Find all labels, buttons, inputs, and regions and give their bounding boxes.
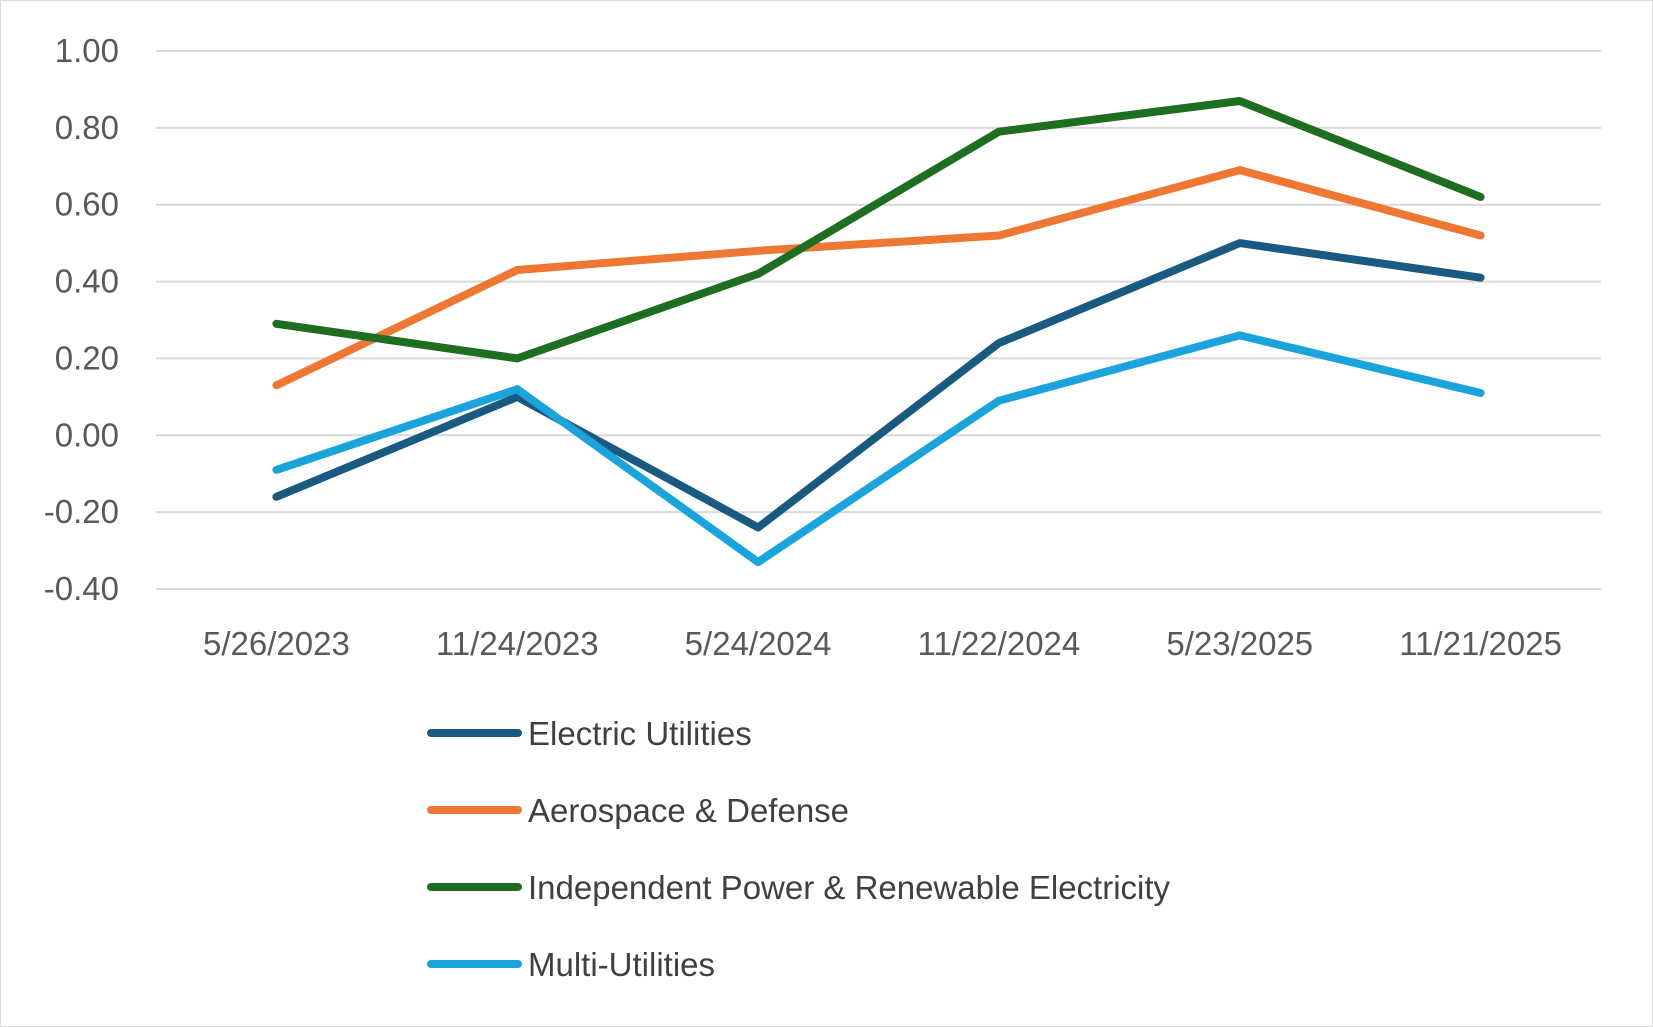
legend-item-aerospace-defense[interactable]: Aerospace & Defense <box>427 792 849 829</box>
legend: Electric Utilities Aerospace & Defense Ind… <box>427 715 1171 983</box>
legend-label: Aerospace & Defense <box>528 792 849 829</box>
y-tick-label: -0.20 <box>44 493 119 530</box>
series-lines <box>272 97 1485 567</box>
x-tick-label: 11/24/2023 <box>436 625 599 662</box>
y-tick-label: 0.00 <box>55 416 119 453</box>
y-tick-label: 0.60 <box>55 186 119 223</box>
y-tick-label: 0.40 <box>55 263 119 300</box>
y-tick-label: 0.20 <box>55 339 119 376</box>
x-axis-ticks: 5/26/2023 11/24/2023 5/24/2024 11/22/2024 5/… <box>203 625 1562 662</box>
y-axis-ticks: 1.00 0.80 0.60 0.40 0.20 0.00 -0.20 -0.40 <box>44 32 119 607</box>
y-tick-label: -0.40 <box>44 570 119 607</box>
series-line-electric-utilities <box>272 239 1485 532</box>
legend-label: Multi-Utilities <box>528 946 715 983</box>
x-tick-label: 5/26/2023 <box>203 625 350 662</box>
series-line-independent-power-renewable-electricity <box>272 97 1485 363</box>
legend-item-multi-utilities[interactable]: Multi-Utilities <box>427 946 715 983</box>
y-tick-label: 0.80 <box>55 109 119 146</box>
legend-label: Independent Power & Renewable Electricit… <box>528 869 1171 906</box>
legend-item-electric-utilities[interactable]: Electric Utilities <box>427 715 752 752</box>
series-line-aerospace-defense <box>272 166 1485 390</box>
legend-label: Electric Utilities <box>528 715 752 752</box>
x-tick-label: 11/22/2024 <box>918 625 1081 662</box>
legend-item-independent-power-renewable-electricity[interactable]: Independent Power & Renewable Electricit… <box>427 869 1171 906</box>
x-tick-label: 5/23/2025 <box>1166 625 1313 662</box>
y-tick-label: 1.00 <box>55 32 119 69</box>
x-tick-label: 5/24/2024 <box>685 625 832 662</box>
x-tick-label: 11/21/2025 <box>1399 625 1562 662</box>
series-line-multi-utilities <box>272 331 1485 567</box>
gridlines <box>156 50 1601 590</box>
